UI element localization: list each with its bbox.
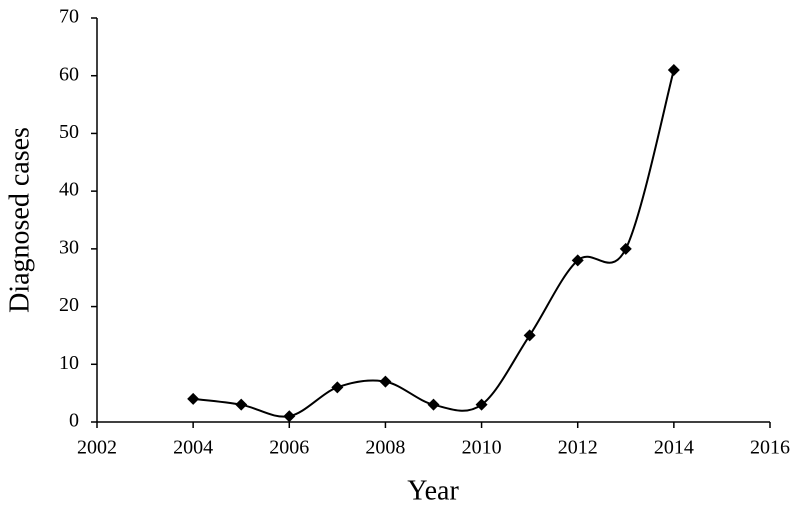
- marker: [379, 375, 392, 388]
- x-tick-label: 2006: [269, 437, 309, 459]
- marker: [571, 254, 584, 267]
- marker: [427, 398, 440, 411]
- x-tick-label: 2008: [365, 437, 405, 459]
- x-axis-title: Year: [407, 475, 459, 506]
- x-tick-label: 2014: [654, 437, 694, 459]
- y-tick-label: 60: [59, 63, 79, 85]
- x-tick-label: 2002: [77, 437, 117, 459]
- y-tick-label: 70: [59, 6, 79, 28]
- marker: [475, 398, 488, 411]
- marker: [667, 63, 680, 76]
- marker: [619, 242, 632, 255]
- x-tick-label: 2016: [750, 437, 790, 459]
- y-tick-label: 0: [69, 410, 79, 432]
- y-tick-label: 30: [59, 236, 79, 258]
- y-axis-title: Diagnosed cases: [4, 127, 35, 313]
- y-tick-label: 10: [59, 352, 79, 374]
- marker: [187, 392, 200, 405]
- y-tick-label: 20: [59, 294, 79, 316]
- x-tick-label: 2010: [462, 437, 502, 459]
- marker: [283, 410, 296, 423]
- x-tick-label: 2004: [173, 437, 213, 459]
- x-tick-label: 2012: [558, 437, 598, 459]
- y-tick-label: 50: [59, 121, 79, 143]
- line: [193, 69, 675, 418]
- y-tick-label: 40: [59, 179, 79, 201]
- marker: [331, 381, 344, 394]
- marker: [523, 329, 536, 342]
- marker: [235, 398, 248, 411]
